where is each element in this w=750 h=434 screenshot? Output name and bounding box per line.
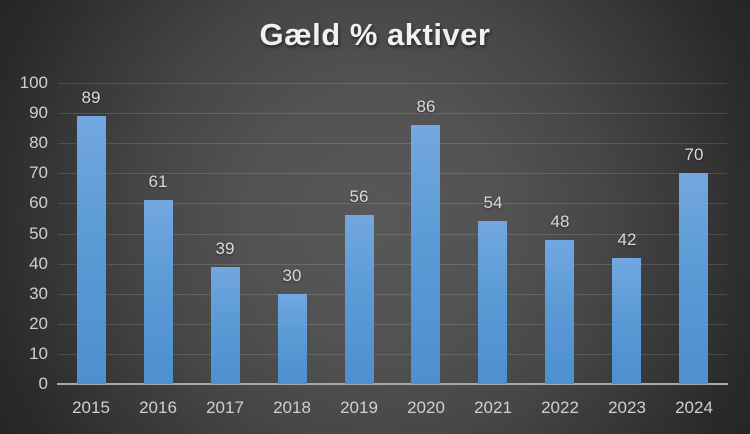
bar-2016 — [144, 200, 173, 384]
y-axis-tick-label: 100 — [19, 73, 48, 92]
y-axis-tick-label: 30 — [29, 284, 48, 303]
bar-value-label: 39 — [215, 239, 235, 258]
gridline-20 — [58, 324, 727, 325]
y-axis-tick-label: 90 — [29, 103, 48, 122]
x-axis-category-label: 2016 — [139, 398, 177, 417]
y-axis-tick-label: 40 — [29, 254, 48, 273]
bar-value-label: 86 — [416, 97, 436, 116]
bar-2015 — [77, 116, 106, 384]
x-axis-category-label: 2017 — [206, 398, 244, 417]
x-axis-category-label: 2015 — [72, 398, 110, 417]
bar-value-label: 48 — [550, 212, 570, 231]
bar-2017 — [211, 267, 240, 384]
bar-value-label: 30 — [282, 266, 302, 285]
x-axis-category-label: 2021 — [474, 398, 512, 417]
gridline-10 — [58, 354, 727, 355]
y-axis-tick-label: 0 — [38, 374, 48, 393]
x-axis-category-label: 2020 — [407, 398, 445, 417]
bar-value-label: 89 — [81, 88, 101, 107]
gridline-40 — [58, 264, 727, 265]
gridline-50 — [58, 234, 727, 235]
y-axis-tick-label: 50 — [29, 224, 48, 243]
bar-2023 — [612, 258, 641, 384]
x-axis-category-label: 2024 — [675, 398, 713, 417]
gridline-80 — [58, 143, 727, 144]
y-axis-tick-label: 20 — [29, 314, 48, 333]
bar-2022 — [545, 240, 574, 384]
y-axis-tick-label: 10 — [29, 344, 48, 363]
bar-2019 — [345, 215, 374, 384]
gridline-60 — [58, 203, 727, 204]
chart-title: Gæld % aktiver — [259, 17, 491, 52]
bar-value-label: 61 — [148, 172, 168, 191]
y-axis-tick-label: 70 — [29, 163, 48, 182]
bar-2020 — [411, 125, 440, 384]
bar-value-label: 70 — [684, 145, 704, 164]
x-axis-line — [57, 383, 728, 385]
y-axis-tick-label: 60 — [29, 193, 48, 212]
bar-2018 — [278, 294, 307, 384]
bar-2021 — [478, 221, 507, 384]
gridline-70 — [58, 173, 727, 174]
x-axis-category-label: 2018 — [273, 398, 311, 417]
bar-value-label: 56 — [349, 187, 369, 206]
gridline-100 — [58, 83, 727, 84]
bar-2024 — [679, 173, 708, 384]
x-axis-category-label: 2019 — [340, 398, 378, 417]
x-axis-category-label: 2022 — [541, 398, 579, 417]
bar-value-label: 54 — [483, 193, 503, 212]
bar-value-label: 42 — [617, 230, 637, 249]
gridline-30 — [58, 294, 727, 295]
plot-area — [58, 83, 727, 384]
x-axis-category-label: 2023 — [608, 398, 646, 417]
y-axis-tick-label: 80 — [29, 133, 48, 152]
gridline-90 — [58, 113, 727, 114]
